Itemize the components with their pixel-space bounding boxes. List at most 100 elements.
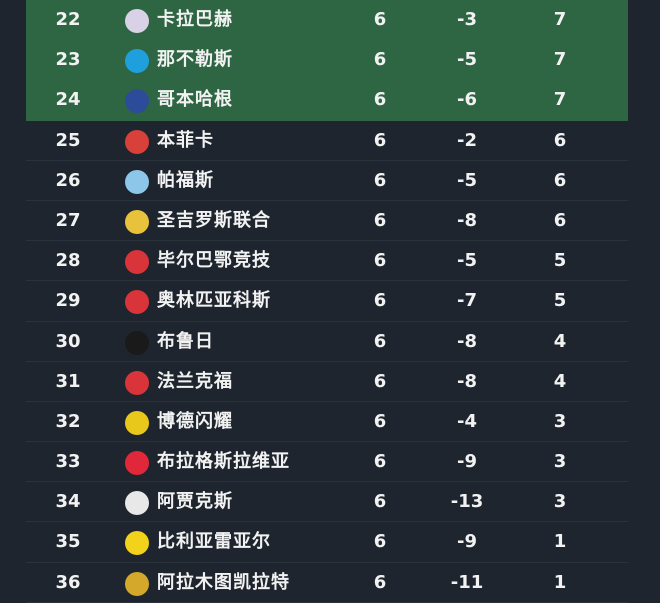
points-cell: 6: [553, 209, 567, 231]
played-cell: 6: [373, 290, 387, 312]
rank-cell: 29: [55, 290, 81, 312]
ajax-crest-icon: [125, 491, 149, 516]
goal-difference-cell: -4: [457, 410, 477, 432]
points-cell: 6: [553, 129, 567, 151]
played-cell: 6: [373, 451, 387, 473]
table-row[interactable]: 25 本菲卡 6 -2 6: [26, 121, 628, 161]
team-name: 毕尔巴鄂竞技: [157, 250, 271, 272]
rank-cell: 31: [55, 370, 81, 392]
goal-difference-cell: -13: [450, 491, 484, 513]
pafos-crest-icon: [125, 169, 149, 194]
rank-cell: 25: [55, 129, 81, 151]
table-row[interactable]: 32 博德闪耀 6 -4 3: [26, 402, 628, 443]
table-row[interactable]: 26 帕福斯 6 -5 6: [26, 161, 628, 201]
played-cell: 6: [373, 370, 387, 392]
points-cell: 7: [553, 9, 567, 30]
points-cell: 3: [553, 451, 567, 473]
played-cell: 6: [373, 531, 387, 553]
table-row[interactable]: 30 布鲁日 6 -8 4: [26, 322, 628, 362]
goal-difference-cell: -8: [457, 330, 477, 352]
played-cell: 6: [373, 209, 387, 231]
played-cell: 6: [373, 9, 387, 30]
goal-difference-cell: -9: [457, 451, 477, 473]
points-cell: 5: [553, 250, 567, 272]
table-row[interactable]: 23 那不勒斯 6 -5 7: [26, 40, 628, 81]
frankfurt-crest-icon: [125, 370, 149, 395]
team-name: 博德闪耀: [157, 410, 233, 432]
points-cell: 4: [553, 330, 567, 352]
rank-cell: 34: [55, 491, 81, 513]
goal-difference-cell: -8: [457, 209, 477, 231]
table-row[interactable]: 27 圣吉罗斯联合 6 -8 6: [26, 201, 628, 242]
team-name: 帕福斯: [157, 169, 214, 191]
rank-cell: 22: [55, 9, 81, 30]
played-cell: 6: [373, 410, 387, 432]
rank-cell: 26: [55, 169, 81, 191]
rank-cell: 30: [55, 330, 81, 352]
team-name: 布鲁日: [157, 330, 214, 352]
bodo-glimt-crest-icon: [125, 410, 149, 435]
rank-cell: 23: [55, 49, 81, 71]
goal-difference-cell: -3: [457, 9, 477, 30]
table-row[interactable]: 22 卡拉巴赫 6 -3 7: [26, 0, 628, 41]
kairat-crest-icon: [125, 571, 149, 596]
points-cell: 1: [553, 531, 567, 553]
qarabag-crest-icon: [125, 9, 149, 33]
points-cell: 1: [553, 571, 567, 593]
goal-difference-cell: -2: [457, 129, 477, 151]
goal-difference-cell: -5: [457, 169, 477, 191]
rank-cell: 32: [55, 410, 81, 432]
team-name: 比利亚雷亚尔: [157, 531, 271, 553]
table-row[interactable]: 28 毕尔巴鄂竞技 6 -5 5: [26, 241, 628, 282]
team-name: 那不勒斯: [157, 49, 233, 71]
played-cell: 6: [373, 491, 387, 513]
team-name: 布拉格斯拉维亚: [157, 451, 290, 473]
rank-cell: 28: [55, 250, 81, 272]
goal-difference-cell: -11: [450, 571, 484, 593]
team-name: 卡拉巴赫: [157, 9, 233, 30]
team-name: 法兰克福: [157, 370, 233, 392]
played-cell: 6: [373, 49, 387, 71]
union-sg-crest-icon: [125, 209, 149, 234]
goal-difference-cell: -6: [457, 89, 477, 111]
goal-difference-cell: -5: [457, 49, 477, 71]
played-cell: 6: [373, 89, 387, 111]
goal-difference-cell: -9: [457, 531, 477, 553]
rank-cell: 27: [55, 209, 81, 231]
goal-difference-cell: -5: [457, 250, 477, 272]
table-row[interactable]: 33 布拉格斯拉维亚 6 -9 3: [26, 442, 628, 483]
rank-cell: 35: [55, 531, 81, 553]
team-name: 本菲卡: [157, 129, 214, 151]
team-name: 奥林匹亚科斯: [157, 290, 271, 312]
table-row[interactable]: 34 阿贾克斯 6 -13 3: [26, 482, 628, 523]
points-cell: 3: [553, 491, 567, 513]
rank-cell: 24: [55, 89, 81, 111]
points-cell: 7: [553, 49, 567, 71]
brugge-crest-icon: [125, 330, 149, 355]
benfica-crest-icon: [125, 129, 149, 154]
points-cell: 7: [553, 89, 567, 111]
played-cell: 6: [373, 330, 387, 352]
points-cell: 6: [553, 169, 567, 191]
played-cell: 6: [373, 571, 387, 593]
points-cell: 4: [553, 370, 567, 392]
goal-difference-cell: -7: [457, 290, 477, 312]
table-row[interactable]: 29 奥林匹亚科斯 6 -7 5: [26, 281, 628, 322]
points-cell: 5: [553, 290, 567, 312]
table-row[interactable]: 31 法兰克福 6 -8 4: [26, 362, 628, 402]
team-name: 阿拉木图凯拉特: [157, 571, 290, 593]
played-cell: 6: [373, 169, 387, 191]
copenhagen-crest-icon: [125, 89, 149, 114]
goal-difference-cell: -8: [457, 370, 477, 392]
team-name: 阿贾克斯: [157, 491, 233, 513]
villarreal-crest-icon: [125, 531, 149, 556]
napoli-crest-icon: [125, 49, 149, 74]
table-row[interactable]: 35 比利亚雷亚尔 6 -9 1: [26, 522, 628, 563]
rank-cell: 36: [55, 571, 81, 593]
table-row[interactable]: 24 哥本哈根 6 -6 7: [26, 80, 628, 121]
athletic-crest-icon: [125, 250, 149, 275]
rank-cell: 33: [55, 451, 81, 473]
played-cell: 6: [373, 129, 387, 151]
table-row[interactable]: 36 阿拉木图凯拉特 6 -11 1: [26, 563, 628, 603]
olympiacos-crest-icon: [125, 290, 149, 315]
